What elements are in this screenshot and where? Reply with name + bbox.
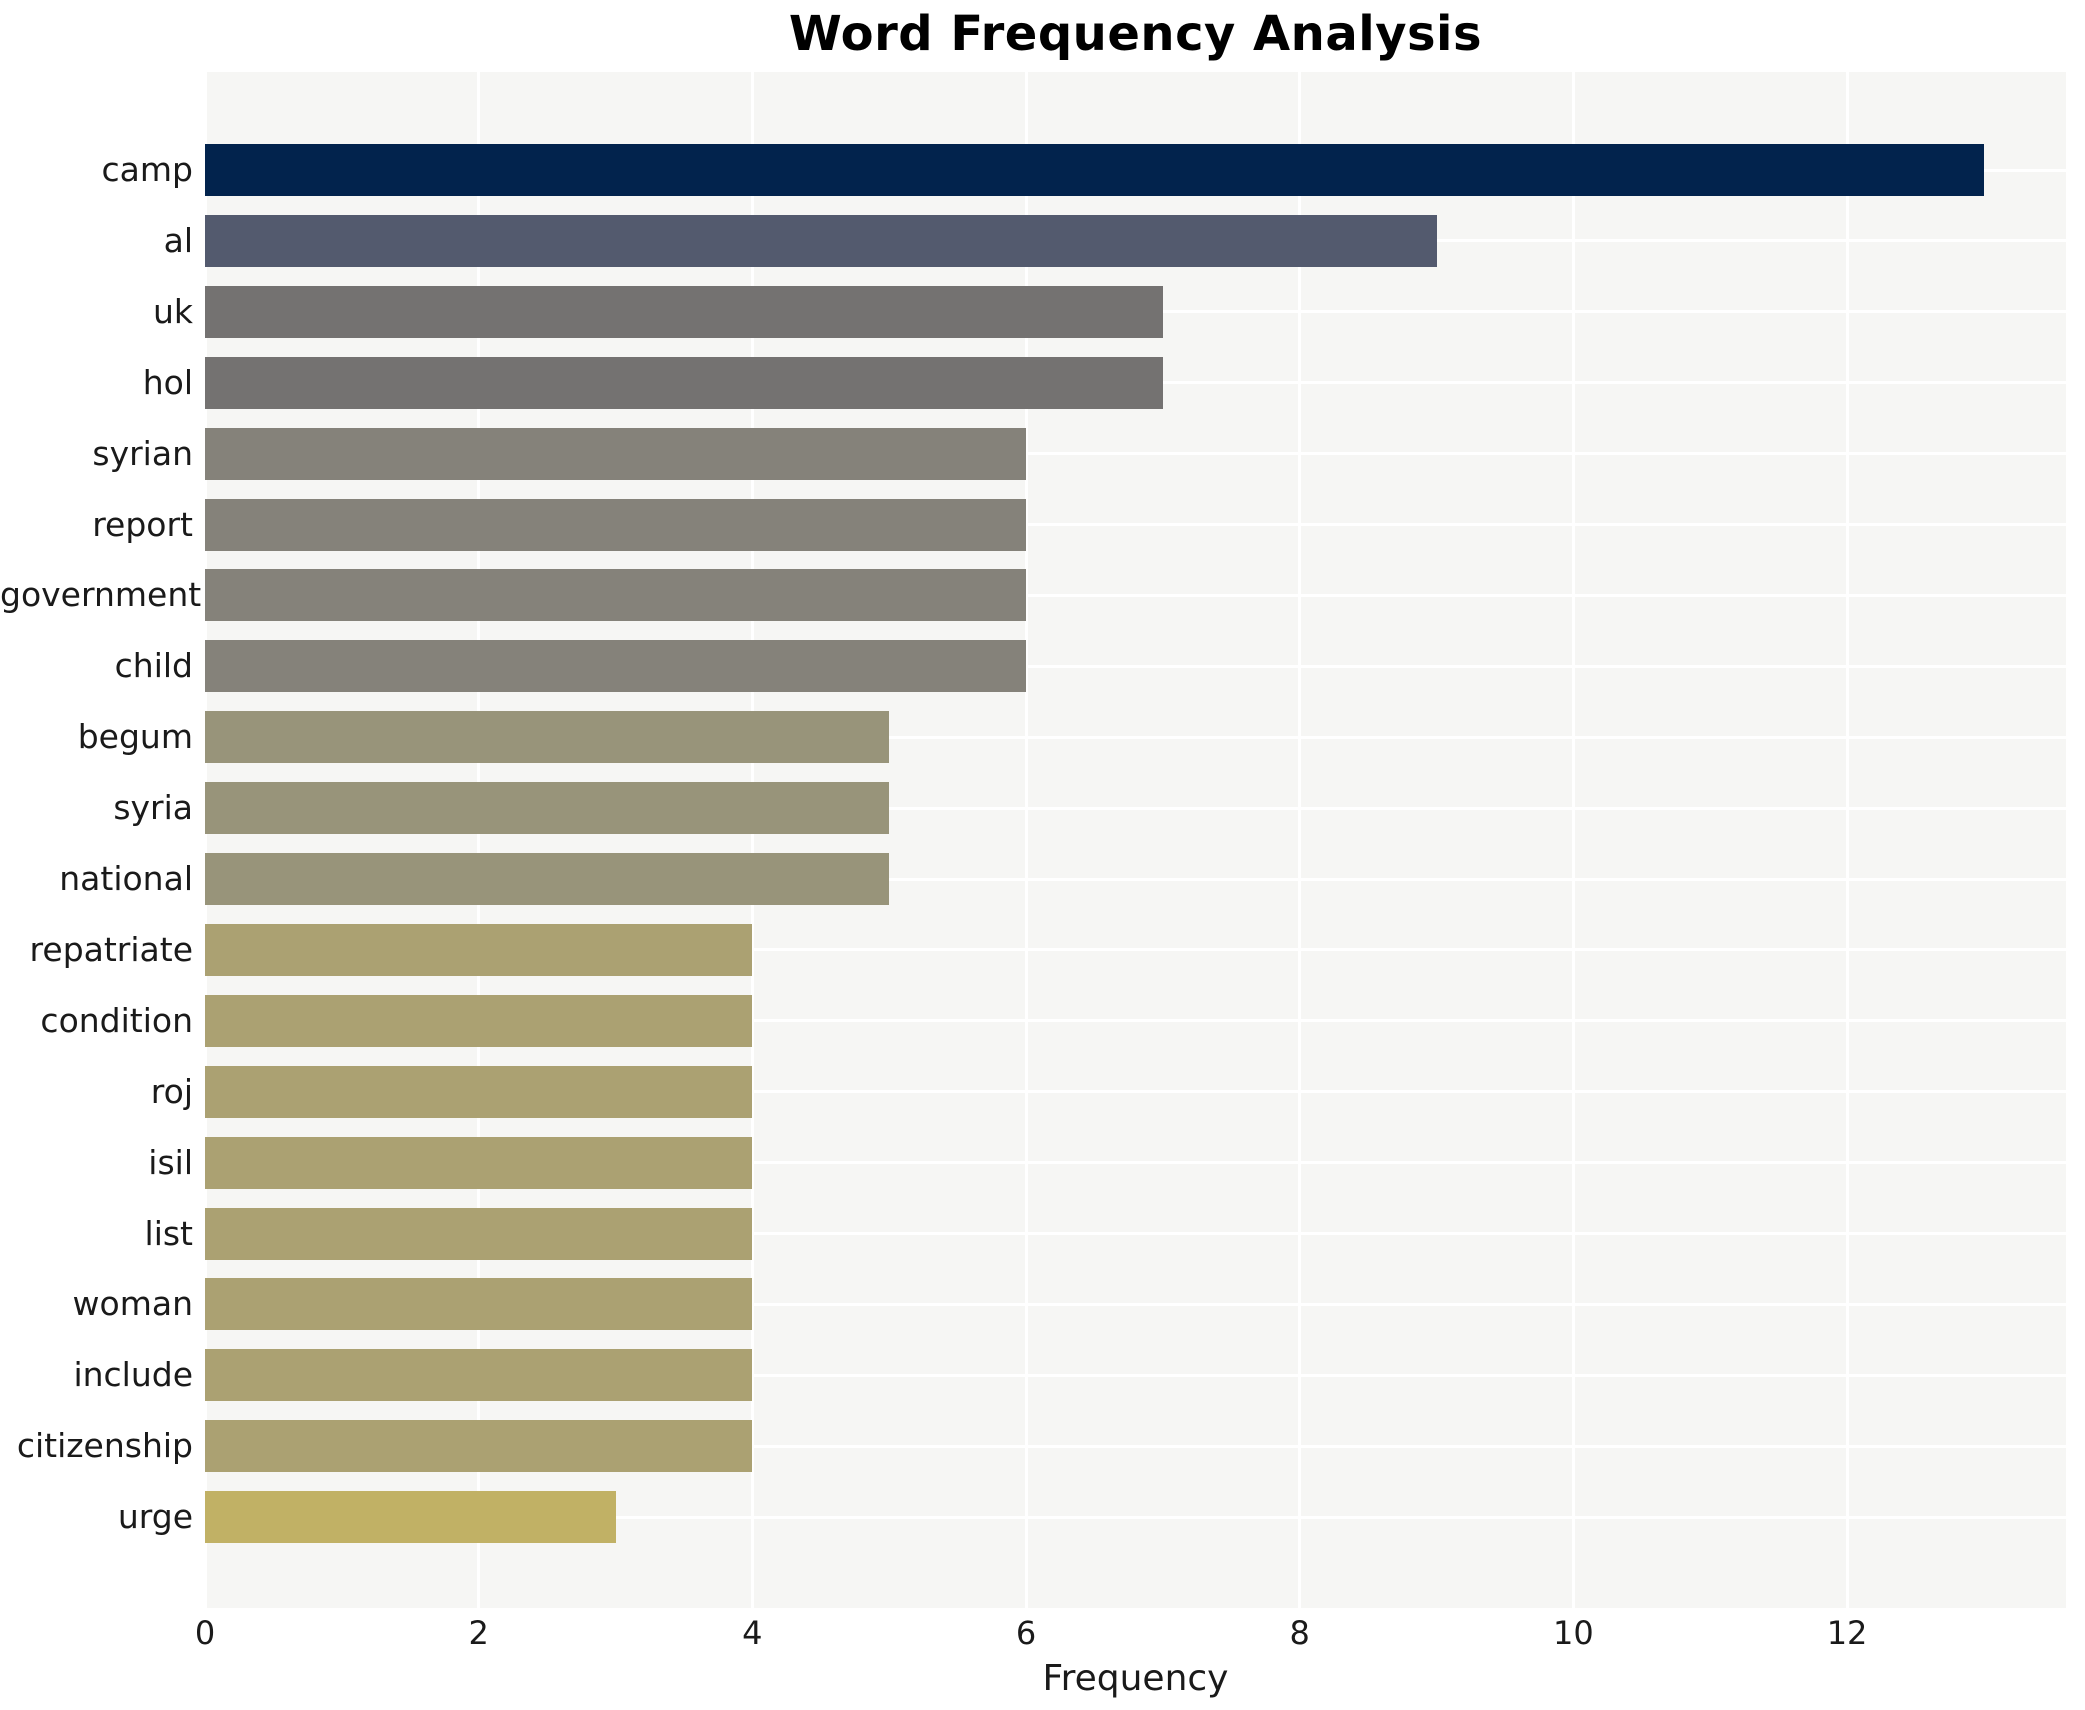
bar-national (205, 853, 890, 905)
bar-woman (205, 1278, 753, 1331)
bar-repatriate (205, 923, 753, 976)
y-tick-label-condition: condition (40, 1000, 193, 1040)
y-tick-label-include: include (73, 1355, 193, 1395)
bar-camp (205, 144, 1984, 196)
bar-al (205, 214, 1437, 267)
bar-syrian (205, 427, 1027, 480)
y-tick-label-woman: woman (72, 1284, 193, 1324)
bar-roj (205, 1065, 753, 1118)
y-tick-label-report: report (92, 504, 193, 544)
bar-urge (205, 1491, 616, 1544)
horizontal-gridline (205, 523, 2066, 526)
y-tick-label-uk: uk (152, 291, 193, 331)
horizontal-gridline (205, 1373, 2066, 1377)
y-tick-label-syria: syria (113, 788, 193, 828)
chart-title: Word Frequency Analysis (788, 6, 1483, 62)
y-tick-label-camp: camp (101, 150, 193, 189)
bar-begum (205, 711, 890, 764)
x-tick-label-8: 8 (1289, 1614, 1310, 1652)
vertical-gridline (1845, 72, 1849, 1608)
vertical-gridline (1571, 72, 1575, 1608)
y-tick-label-syrian: syrian (92, 433, 193, 473)
bar-citizenship (205, 1420, 753, 1473)
x-tick-label-6: 6 (1015, 1614, 1037, 1652)
bar-syria (205, 782, 890, 835)
bar-condition (205, 994, 753, 1047)
horizontal-gridline (205, 1515, 2066, 1519)
bar-hol (205, 356, 1163, 409)
horizontal-gridline (205, 1161, 2066, 1165)
horizontal-gridline (205, 735, 2066, 739)
y-tick-label-begum: begum (77, 717, 193, 757)
y-tick-label-government: government (0, 575, 202, 615)
x-tick-label-0: 0 (194, 1614, 216, 1652)
horizontal-gridline (205, 452, 2066, 456)
horizontal-gridline (205, 806, 2066, 810)
bar-child (205, 640, 1027, 693)
y-tick-label-citizenship: citizenship (16, 1426, 193, 1466)
plot-area (203, 72, 2066, 1608)
x-tick-label-10: 10 (1553, 1614, 1594, 1652)
y-tick-label-hol: hol (142, 362, 193, 402)
bar-uk (205, 285, 1163, 338)
bar-report (205, 498, 1027, 551)
y-tick-label-roj: roj (150, 1071, 193, 1111)
horizontal-gridline (205, 948, 2066, 952)
bar-government (205, 569, 1027, 622)
horizontal-gridline (205, 593, 2066, 597)
vertical-gridline (203, 72, 207, 1608)
horizontal-gridline (205, 1019, 2066, 1023)
y-tick-label-al: al (163, 220, 193, 260)
horizontal-gridline (205, 664, 2066, 668)
y-tick-label-isil: isil (148, 1142, 193, 1182)
bar-isil (205, 1136, 753, 1189)
horizontal-gridline (205, 1302, 2066, 1306)
vertical-gridline (477, 72, 481, 1608)
horizontal-gridline (205, 1444, 2066, 1448)
horizontal-gridline (205, 1090, 2066, 1094)
x-tick-label-2: 2 (468, 1614, 489, 1652)
y-tick-label-child: child (114, 646, 193, 686)
y-tick-label-repatriate: repatriate (29, 929, 193, 969)
bar-include (205, 1349, 753, 1402)
horizontal-gridline (205, 1232, 2066, 1235)
vertical-gridline (1024, 72, 1028, 1608)
x-tick-label-4: 4 (742, 1614, 763, 1652)
vertical-gridline (1298, 72, 1302, 1608)
x-axis-label: Frequency (1042, 1658, 1229, 1699)
y-tick-label-urge: urge (117, 1497, 193, 1537)
y-tick-label-national: national (59, 859, 193, 898)
y-tick-label-list: list (144, 1213, 193, 1253)
vertical-gridline (750, 72, 754, 1608)
x-tick-label-12: 12 (1826, 1614, 1868, 1652)
bar-list (205, 1207, 753, 1260)
horizontal-gridline (205, 877, 2066, 881)
